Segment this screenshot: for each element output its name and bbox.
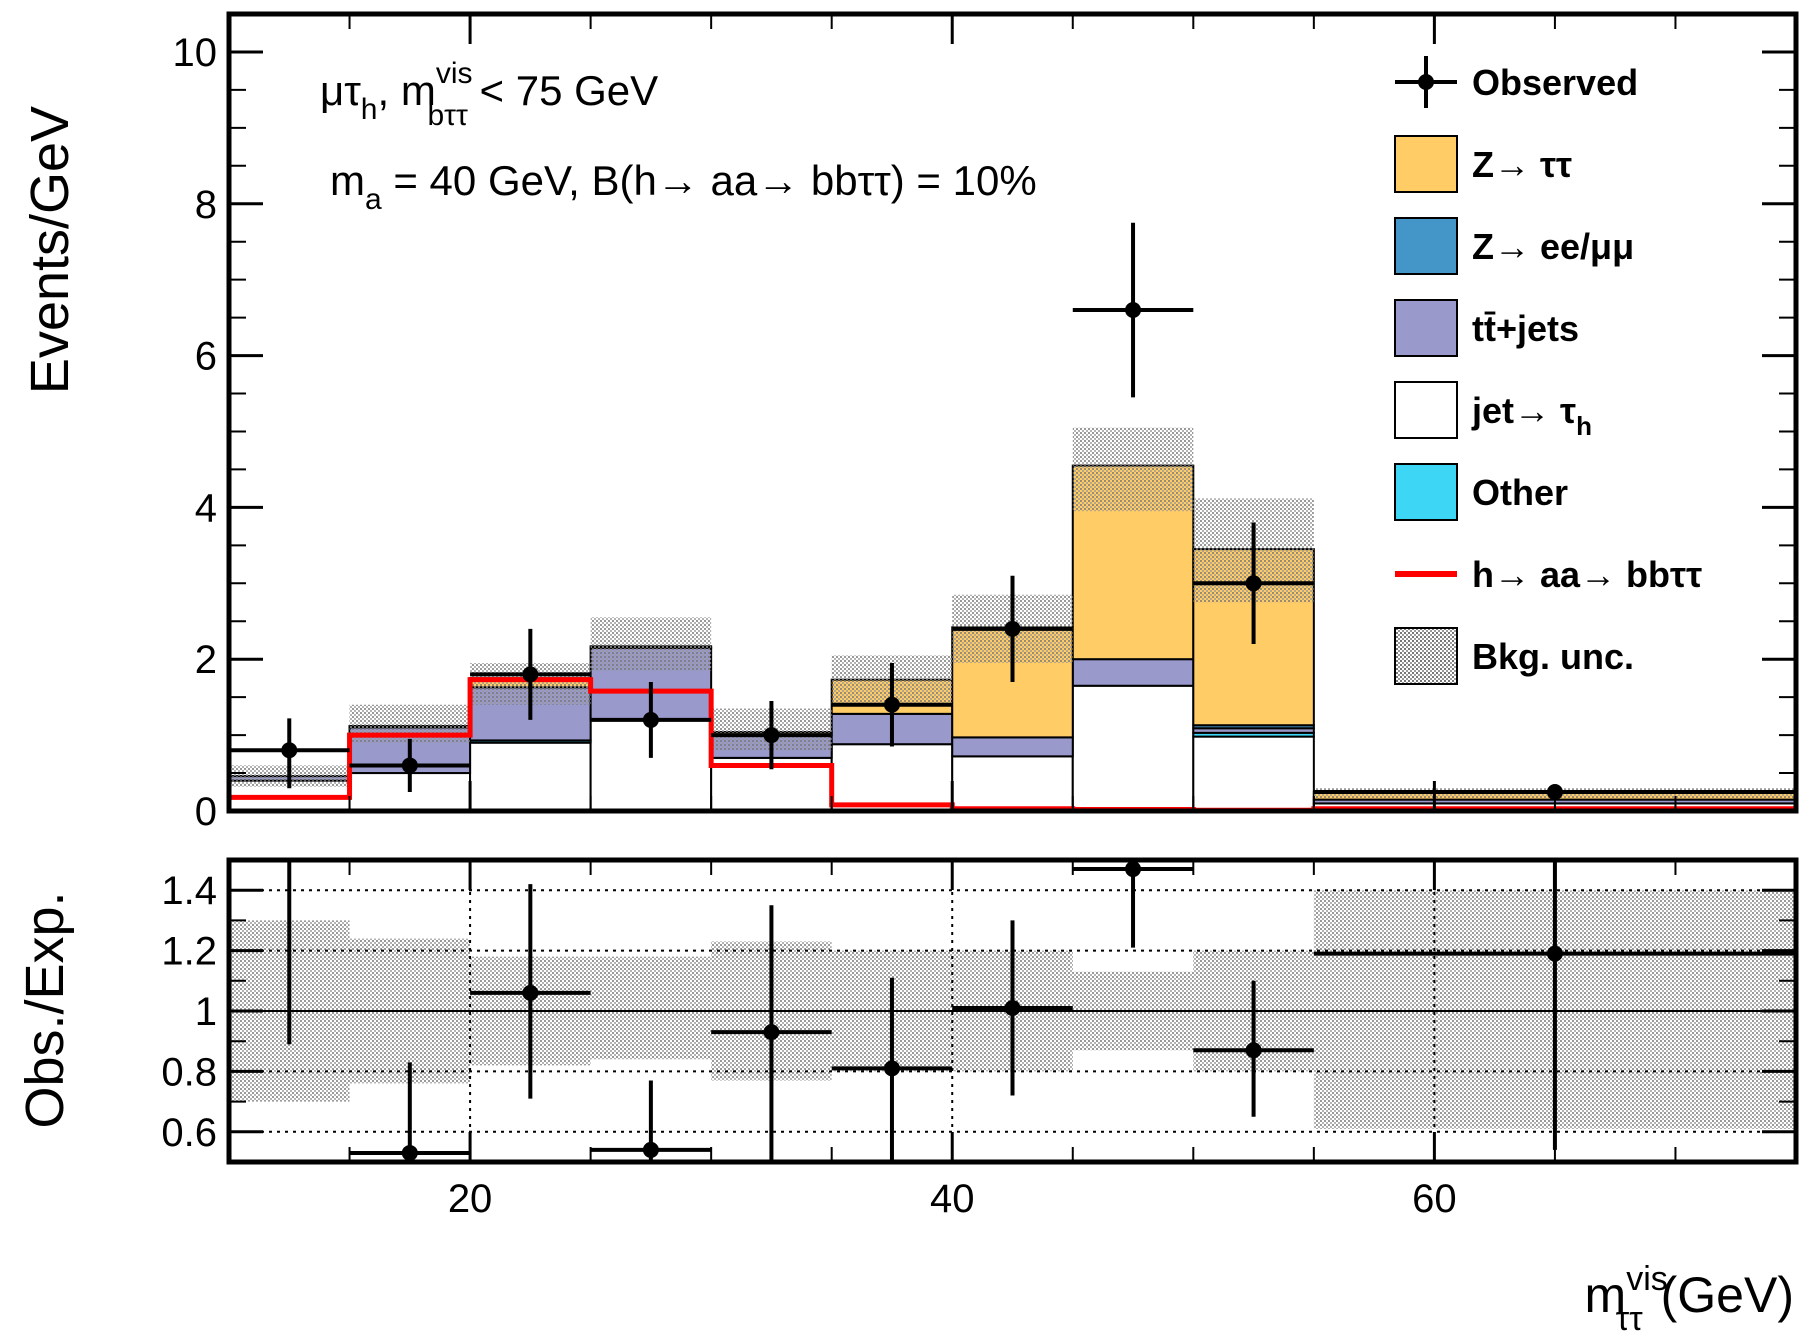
observed-point-2 (522, 666, 539, 683)
legend-label-text: Z→ ee/μμ (1472, 226, 1634, 267)
ratio-point-1 (401, 1144, 418, 1161)
observed-point-8 (1245, 575, 1262, 592)
ann2-sub: a (365, 183, 382, 216)
annotation-line1: μτh, mvis bττ < 75 GeV (320, 57, 658, 132)
ratio-y-axis-label: Obs./Exp. (15, 891, 75, 1128)
legend-label-0: Observed (1472, 62, 1638, 103)
legend-label-text: h→ aa→ bbττ (1472, 554, 1702, 595)
ratio-band-bin-3 (590, 956, 712, 1060)
legend-label-2: Z→ ee/μμ (1472, 226, 1634, 267)
legend-label-3: tt̄+jets (1472, 308, 1579, 349)
xlab-sup: vis (1626, 1260, 1668, 1298)
legend-label-text: Other (1472, 472, 1568, 513)
legend-label-7: Bkg. unc. (1472, 636, 1634, 677)
ann1-sub1: h (361, 93, 378, 126)
legend-label-text: Bkg. unc. (1472, 636, 1634, 677)
legend-label-5: Other (1472, 472, 1568, 513)
main-ytick-label-2: 4 (195, 486, 217, 530)
main-ytick-label-0: 0 (195, 790, 217, 834)
legend-label-4: jet→ τh (1471, 390, 1592, 441)
bar-jet_tau-6 (951, 755, 1074, 811)
main-axes: 0 2 4 6 8 10 (173, 11, 1799, 834)
observed-point-0 (281, 742, 298, 759)
x-tick-label-1: 40 (930, 1177, 975, 1221)
ratio-point-5 (883, 1060, 900, 1077)
ann1-sub2: bττ (427, 99, 468, 132)
main-ytick-label-3: 6 (195, 335, 217, 379)
ann2-pre: m (330, 157, 365, 204)
xlab-sub: ττ (1616, 1300, 1643, 1336)
ratio-point-7 (1125, 861, 1142, 878)
ratio-ytick-label-1: 0.8 (161, 1050, 217, 1094)
legend-label-text: Observed (1472, 62, 1638, 103)
legend-label-sub: h (1576, 411, 1592, 441)
ratio-point-3 (642, 1141, 659, 1158)
observed-point-7 (1125, 302, 1142, 319)
ann1-sup: vis (436, 57, 473, 90)
ratio-ytick-label-0: 0.6 (161, 1111, 217, 1155)
legend-label-text: Z→ ττ (1472, 144, 1572, 185)
legend-label-text: tt̄+jets (1472, 308, 1579, 349)
xlab-unit: (GeV) (1661, 1267, 1794, 1323)
ratio-point-0 (281, 822, 297, 838)
ratio-axes: 0.6 0.8 1 1.2 1.4 20 40 60 (161, 857, 1799, 1221)
bar-jet_tau-8 (1192, 735, 1315, 811)
ratio-point-9 (1546, 945, 1563, 962)
observed-point-5 (883, 696, 900, 713)
ratio-point-6 (1004, 999, 1021, 1016)
legend-swatch-1 (1394, 135, 1458, 193)
bkg-unc-bin-7 (1072, 427, 1194, 512)
ratio-ytick-label-4: 1.4 (161, 869, 217, 913)
x-tick-label-0: 20 (448, 1177, 493, 1221)
ratio-points (281, 822, 1796, 1162)
observed-points (229, 222, 1796, 801)
legend-label-text: jet→ τ (1471, 390, 1576, 431)
ann1-post: < 75 GeV (468, 67, 658, 114)
legend-swatch-5 (1394, 463, 1458, 521)
ann1-mid: , m (377, 67, 435, 114)
ratio-ytick-label-2: 1 (195, 990, 217, 1034)
bar-jet_tau-7 (1071, 684, 1195, 811)
observed-point-3 (642, 711, 659, 728)
ratio-panel: 0.6 0.8 1 1.2 1.4 20 40 60 Obs./Exp. (15, 822, 1799, 1221)
main-ytick-label-1: 2 (195, 638, 217, 682)
ratio-point-4 (763, 1024, 780, 1041)
main-y-axis-label: Events/GeV (20, 106, 80, 394)
ann1-pre: μτ (320, 67, 361, 114)
observed-point-4 (763, 727, 780, 744)
ratio-point-8 (1245, 1042, 1262, 1059)
observed-point-6 (1004, 620, 1021, 637)
bar-jet_tau-5 (830, 743, 954, 811)
bar-ttbar-7 (1071, 658, 1195, 687)
annotation-line2: ma = 40 GeV, B(h→ aa→ bbττ) = 10% (330, 157, 1037, 216)
observed-point-1 (401, 757, 418, 774)
main-frame (226, 11, 1799, 814)
legend-label-1: Z→ ττ (1472, 144, 1572, 185)
ratio-point-2 (522, 984, 539, 1001)
bar-ttbar-6 (951, 736, 1074, 758)
legend-observed-marker (1418, 74, 1434, 90)
main-ytick-label-5: 10 (173, 31, 218, 75)
bar-jet_tau-2 (469, 741, 592, 811)
legend-hatch-swatch (1394, 627, 1458, 685)
x-axis-label: mvis ττ (GeV) (1585, 1260, 1794, 1336)
legend-label-6: h→ aa→ bbττ (1472, 554, 1702, 595)
observed-point-9 (1546, 784, 1563, 801)
bkg-unc-bin-3 (590, 617, 712, 671)
ratio-ytick-label-3: 1.2 (161, 930, 217, 974)
ann2-post: = 40 GeV, B(h→ aa→ bbττ) = 10% (382, 157, 1037, 204)
legend-swatch-2 (1394, 217, 1458, 275)
legend: Observed Z→ ττ Z→ ee/μμ tt̄+jets jet→ τh Othe… (1394, 56, 1702, 685)
legend-swatch-3 (1394, 299, 1458, 357)
legend-swatch-4 (1394, 381, 1458, 439)
x-tick-label-2: 60 (1412, 1177, 1457, 1221)
main-ytick-label-4: 8 (195, 183, 217, 227)
xlab-main: m (1585, 1267, 1627, 1323)
